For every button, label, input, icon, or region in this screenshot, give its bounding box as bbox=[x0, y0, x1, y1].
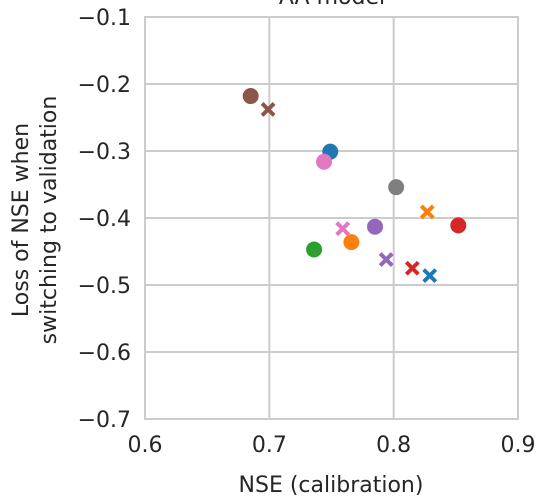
y-tick-label: −0.6 bbox=[78, 341, 131, 366]
data-point-x bbox=[335, 221, 351, 237]
data-point-circle bbox=[343, 234, 360, 251]
y-tick-label: −0.2 bbox=[78, 73, 131, 98]
x-tick-label: 0.7 bbox=[252, 433, 287, 458]
x-tick-label: 0.6 bbox=[128, 433, 163, 458]
y-tick-label: −0.1 bbox=[78, 6, 131, 31]
y-tick-label: −0.4 bbox=[78, 207, 131, 232]
data-point-x bbox=[404, 260, 420, 276]
y-tick-labels: −0.1 −0.2 −0.3 −0.4 −0.5 −0.6 −0.7 bbox=[78, 6, 131, 433]
plot-area-frame bbox=[144, 16, 519, 420]
y-axis-label-line-2: switching to validation bbox=[37, 96, 62, 345]
data-point-circle bbox=[306, 241, 323, 258]
chart-title: AA model bbox=[279, 0, 385, 10]
data-point-circle bbox=[367, 218, 384, 235]
data-point-circle bbox=[450, 217, 467, 234]
data-point-x bbox=[419, 204, 435, 220]
x-tick-labels: 0.6 0.7 0.8 0.9 bbox=[128, 433, 536, 458]
y-tick-label: −0.7 bbox=[78, 408, 131, 433]
y-tick-label: −0.5 bbox=[78, 274, 131, 299]
y-tick-label: −0.3 bbox=[78, 140, 131, 165]
y-axis-label-line-1: Loss of NSE when bbox=[9, 123, 34, 317]
data-points bbox=[242, 88, 467, 284]
data-point-x bbox=[422, 268, 438, 284]
data-point-circle bbox=[242, 88, 259, 105]
x-axis-label: NSE (calibration) bbox=[239, 473, 424, 498]
data-point-x bbox=[378, 252, 394, 267]
grid bbox=[144, 16, 519, 420]
data-point-circle bbox=[316, 153, 333, 170]
x-tick-label: 0.9 bbox=[501, 433, 536, 458]
x-tick-label: 0.8 bbox=[376, 433, 411, 458]
data-point-x bbox=[260, 102, 276, 117]
data-point-circle bbox=[388, 179, 405, 196]
